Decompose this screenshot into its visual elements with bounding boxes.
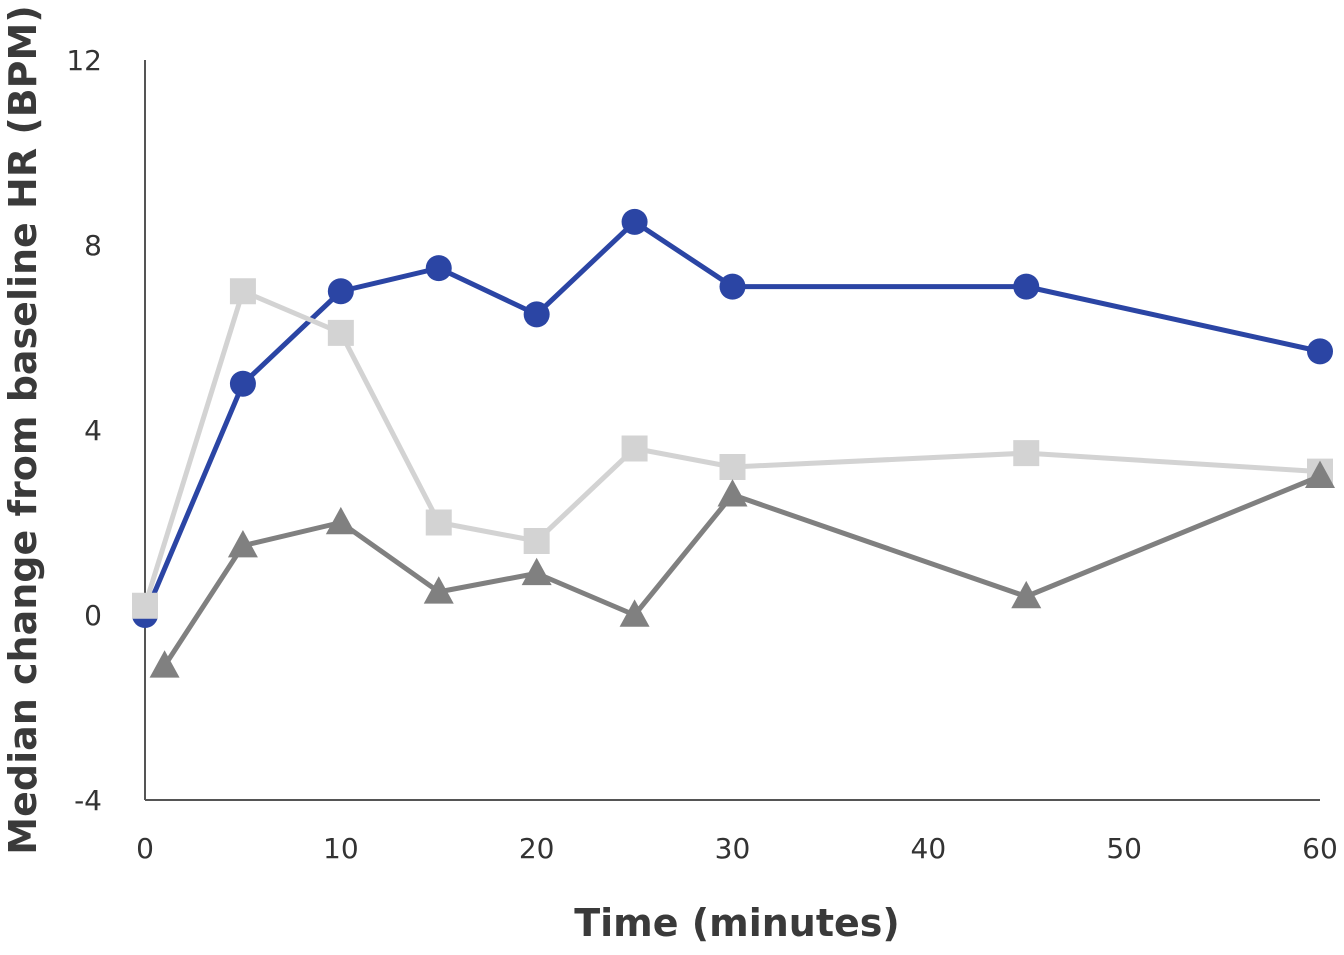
data-point <box>325 506 356 535</box>
y-tick-label: -4 <box>74 784 102 817</box>
series-circle <box>132 208 1333 628</box>
data-point <box>719 273 746 300</box>
data-point <box>619 599 650 627</box>
x-tick-label: 60 <box>1302 832 1338 865</box>
data-point <box>521 557 552 586</box>
data-point <box>327 319 354 346</box>
x-tick-labels: 0 10 20 30 40 50 60 <box>136 832 1338 865</box>
data-point <box>425 509 452 536</box>
data-point <box>425 255 452 282</box>
series-line <box>142 288 1321 607</box>
data-point <box>1013 440 1040 467</box>
data-point <box>523 301 550 328</box>
y-tick-label: 4 <box>84 414 102 447</box>
x-axis-label: Time (minutes) <box>574 901 900 945</box>
x-tick-label: 50 <box>1106 832 1142 865</box>
y-tick-label: 12 <box>66 44 102 77</box>
y-axis-label: Median change from baseline HR (BPM) <box>1 5 45 854</box>
x-tick-label: 40 <box>911 832 947 865</box>
series-square <box>132 278 1333 619</box>
data-point <box>621 435 648 462</box>
x-tick-label: 30 <box>715 832 751 865</box>
data-point <box>227 530 258 558</box>
x-tick-label: 0 <box>136 832 154 865</box>
y-tick-label: 0 <box>84 599 102 632</box>
data-point <box>132 592 158 619</box>
data-point <box>229 370 256 397</box>
data-point <box>327 278 354 305</box>
data-point <box>717 479 748 507</box>
data-point <box>523 528 550 554</box>
y-tick-labels: -4 0 4 8 12 <box>66 44 102 817</box>
data-point <box>1011 580 1042 609</box>
data-point <box>1305 460 1335 488</box>
series-layer <box>132 208 1335 678</box>
data-point <box>621 208 648 235</box>
data-point <box>1307 338 1333 365</box>
x-tick-label: 20 <box>519 832 555 865</box>
series-triangle <box>149 460 1335 678</box>
data-point <box>423 576 454 604</box>
data-point <box>149 650 180 678</box>
y-tick-label: 8 <box>84 229 102 262</box>
data-point <box>719 454 746 480</box>
data-point <box>229 278 256 305</box>
data-point <box>1013 273 1040 300</box>
x-tick-label: 10 <box>323 832 359 865</box>
axes <box>144 60 1320 801</box>
